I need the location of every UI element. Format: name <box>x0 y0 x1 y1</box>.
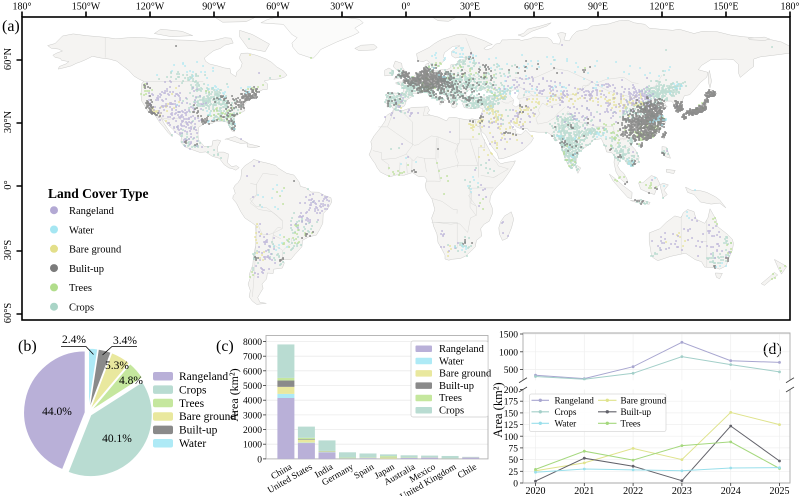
svg-text:75: 75 <box>509 444 519 454</box>
svg-text:120°W: 120°W <box>136 2 165 13</box>
svg-text:Crops: Crops <box>555 407 577 417</box>
svg-text:Water: Water <box>439 356 464 367</box>
svg-text:0: 0 <box>513 480 518 490</box>
svg-text:Bare ground: Bare ground <box>439 369 492 380</box>
svg-text:180°: 180° <box>13 2 32 13</box>
svg-text:2025: 2025 <box>770 486 790 496</box>
svg-text:60°W: 60°W <box>266 2 290 13</box>
svg-text:3.4%: 3.4% <box>113 335 137 347</box>
svg-text:60°S: 60°S <box>3 303 14 324</box>
svg-text:500: 500 <box>504 366 519 376</box>
svg-text:Water: Water <box>179 438 206 450</box>
svg-text:2000: 2000 <box>243 426 262 436</box>
svg-text:175: 175 <box>504 398 519 408</box>
svg-text:(b): (b) <box>18 338 37 355</box>
svg-text:50: 50 <box>509 456 519 466</box>
svg-text:Bare ground: Bare ground <box>621 396 667 406</box>
svg-text:Area (km²): Area (km²) <box>491 382 505 437</box>
svg-text:125: 125 <box>504 421 519 431</box>
svg-text:90°W: 90°W <box>202 2 226 13</box>
svg-text:1000: 1000 <box>499 348 518 358</box>
svg-text:150: 150 <box>504 409 519 419</box>
svg-text:90°E: 90°E <box>588 2 608 13</box>
svg-text:1000: 1000 <box>243 441 262 451</box>
svg-text:(c): (c) <box>216 338 234 355</box>
svg-text:Trees: Trees <box>179 398 205 410</box>
svg-text:Trees: Trees <box>621 419 642 429</box>
svg-text:30°S: 30°S <box>3 240 14 261</box>
svg-text:Built-up: Built-up <box>179 425 218 437</box>
svg-text:2022: 2022 <box>623 486 643 496</box>
svg-text:Bulit-up: Bulit-up <box>69 264 104 275</box>
svg-text:(a): (a) <box>2 18 20 35</box>
svg-text:0°: 0° <box>402 2 411 13</box>
svg-text:44.0%: 44.0% <box>42 406 72 418</box>
svg-text:30°E: 30°E <box>460 2 480 13</box>
svg-text:5.3%: 5.3% <box>105 360 129 372</box>
svg-text:120°E: 120°E <box>649 2 674 13</box>
svg-text:180°: 180° <box>781 2 800 13</box>
svg-text:25: 25 <box>509 468 519 478</box>
svg-text:Crops: Crops <box>439 406 464 417</box>
svg-text:Built-up: Built-up <box>439 381 474 392</box>
svg-text:5000: 5000 <box>243 382 262 392</box>
svg-text:1500: 1500 <box>499 331 518 341</box>
svg-text:Area (km²): Area (km²) <box>227 368 241 421</box>
svg-text:2020: 2020 <box>526 486 546 496</box>
svg-text:8000: 8000 <box>243 338 262 348</box>
svg-text:150°E: 150°E <box>713 2 738 13</box>
svg-text:60°N: 60°N <box>3 47 14 70</box>
svg-text:Trees: Trees <box>69 283 92 294</box>
svg-text:(d): (d) <box>763 341 782 358</box>
svg-text:2.4%: 2.4% <box>62 334 86 346</box>
svg-text:2023: 2023 <box>672 486 692 496</box>
svg-text:Bare ground: Bare ground <box>69 245 122 256</box>
svg-text:4.8%: 4.8% <box>119 375 143 387</box>
svg-text:Rangeland: Rangeland <box>179 371 228 383</box>
svg-text:3000: 3000 <box>243 411 262 421</box>
svg-text:Crops: Crops <box>69 303 94 314</box>
svg-text:6000: 6000 <box>243 367 262 377</box>
svg-text:Crops: Crops <box>179 384 207 396</box>
svg-text:Rangeland: Rangeland <box>69 206 115 217</box>
svg-text:0: 0 <box>257 455 262 465</box>
svg-text:4000: 4000 <box>243 397 262 407</box>
svg-text:Bare ground: Bare ground <box>179 411 236 423</box>
svg-text:200: 200 <box>504 386 519 396</box>
svg-text:60°E: 60°E <box>524 2 544 13</box>
svg-text:Land Cover Type: Land Cover Type <box>48 186 149 201</box>
svg-text:Trees: Trees <box>439 393 462 404</box>
svg-text:Water: Water <box>69 225 94 236</box>
svg-text:Rangeland: Rangeland <box>439 344 485 355</box>
svg-text:30°W: 30°W <box>330 2 354 13</box>
svg-text:Rangeland: Rangeland <box>555 396 595 406</box>
svg-text:30°N: 30°N <box>3 110 14 133</box>
svg-text:Water: Water <box>555 419 577 429</box>
svg-text:0°: 0° <box>3 180 14 189</box>
svg-text:2021: 2021 <box>574 486 594 496</box>
svg-text:2024: 2024 <box>721 486 741 496</box>
svg-text:40.1%: 40.1% <box>102 433 132 445</box>
svg-text:100: 100 <box>504 433 519 443</box>
svg-text:7000: 7000 <box>243 353 262 363</box>
svg-text:150°W: 150°W <box>72 2 101 13</box>
svg-text:Built-up: Built-up <box>621 407 652 417</box>
